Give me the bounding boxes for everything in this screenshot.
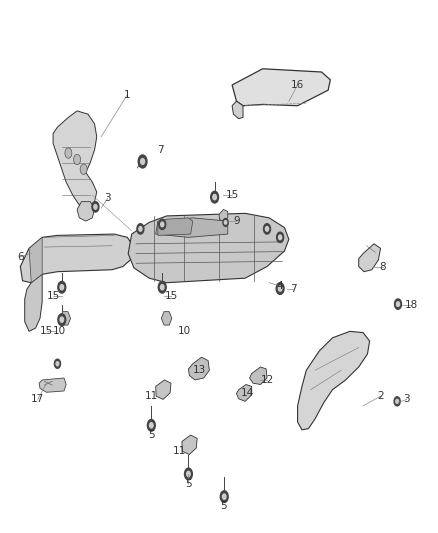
Circle shape — [92, 201, 99, 212]
Circle shape — [223, 219, 228, 227]
Circle shape — [224, 221, 227, 224]
Circle shape — [139, 227, 142, 231]
Polygon shape — [359, 244, 381, 272]
Text: 3: 3 — [403, 394, 410, 405]
Polygon shape — [188, 357, 209, 380]
Text: 2: 2 — [377, 391, 384, 401]
Circle shape — [158, 281, 166, 293]
Text: 8: 8 — [379, 262, 386, 271]
Text: 7: 7 — [157, 145, 163, 155]
Text: 17: 17 — [31, 394, 44, 405]
Text: 11: 11 — [145, 391, 158, 401]
Text: 15: 15 — [46, 290, 60, 301]
Text: 3: 3 — [104, 193, 111, 204]
Circle shape — [276, 282, 284, 294]
Circle shape — [159, 219, 166, 230]
Circle shape — [264, 224, 271, 234]
Circle shape — [80, 164, 87, 174]
Circle shape — [220, 491, 228, 503]
Polygon shape — [219, 209, 228, 221]
Circle shape — [223, 494, 226, 499]
Text: 14: 14 — [241, 388, 254, 398]
Circle shape — [149, 423, 153, 428]
Polygon shape — [182, 435, 197, 455]
Text: 10: 10 — [53, 326, 66, 336]
Polygon shape — [77, 201, 95, 221]
Circle shape — [279, 235, 282, 240]
Circle shape — [396, 302, 399, 306]
Circle shape — [394, 397, 400, 406]
Polygon shape — [53, 111, 97, 208]
Text: 18: 18 — [404, 301, 418, 310]
Circle shape — [279, 286, 282, 291]
Polygon shape — [25, 274, 42, 332]
Text: 16: 16 — [291, 80, 304, 90]
Circle shape — [65, 148, 72, 158]
Circle shape — [211, 191, 219, 203]
Polygon shape — [250, 367, 267, 384]
Circle shape — [74, 155, 81, 165]
Circle shape — [213, 195, 216, 200]
Text: 5: 5 — [185, 479, 192, 489]
Circle shape — [60, 285, 64, 290]
Polygon shape — [128, 213, 289, 282]
Polygon shape — [237, 384, 252, 401]
Text: 15: 15 — [164, 290, 177, 301]
Circle shape — [137, 224, 144, 234]
Text: 5: 5 — [148, 430, 155, 440]
Circle shape — [160, 285, 164, 290]
Text: 4: 4 — [277, 281, 283, 291]
Circle shape — [187, 471, 190, 477]
Text: 12: 12 — [261, 375, 274, 385]
Polygon shape — [161, 312, 172, 325]
Text: 11: 11 — [173, 446, 186, 456]
Circle shape — [141, 158, 145, 164]
Text: 5: 5 — [220, 502, 227, 511]
Circle shape — [396, 399, 399, 403]
Polygon shape — [155, 380, 171, 399]
Polygon shape — [158, 218, 193, 236]
Text: 7: 7 — [290, 284, 297, 294]
Circle shape — [58, 281, 66, 293]
Polygon shape — [232, 69, 330, 106]
Text: 15: 15 — [226, 190, 239, 200]
Polygon shape — [29, 237, 42, 282]
Polygon shape — [232, 101, 243, 119]
Text: 10: 10 — [177, 326, 191, 336]
Circle shape — [56, 362, 59, 366]
Text: 9: 9 — [233, 216, 240, 226]
Circle shape — [58, 314, 66, 326]
Circle shape — [161, 222, 164, 227]
Circle shape — [265, 227, 268, 231]
Polygon shape — [20, 234, 134, 282]
Polygon shape — [297, 332, 370, 430]
Text: 6: 6 — [17, 252, 24, 262]
Polygon shape — [155, 218, 228, 237]
Circle shape — [60, 317, 64, 322]
Circle shape — [277, 232, 284, 243]
Text: 15: 15 — [40, 326, 53, 336]
Circle shape — [94, 205, 97, 209]
Circle shape — [138, 155, 147, 168]
Polygon shape — [39, 378, 66, 392]
Circle shape — [148, 419, 155, 431]
Circle shape — [184, 468, 192, 480]
Text: 1: 1 — [124, 90, 131, 100]
Polygon shape — [60, 312, 71, 325]
Text: 13: 13 — [193, 365, 206, 375]
Circle shape — [54, 359, 60, 368]
Circle shape — [395, 299, 402, 309]
